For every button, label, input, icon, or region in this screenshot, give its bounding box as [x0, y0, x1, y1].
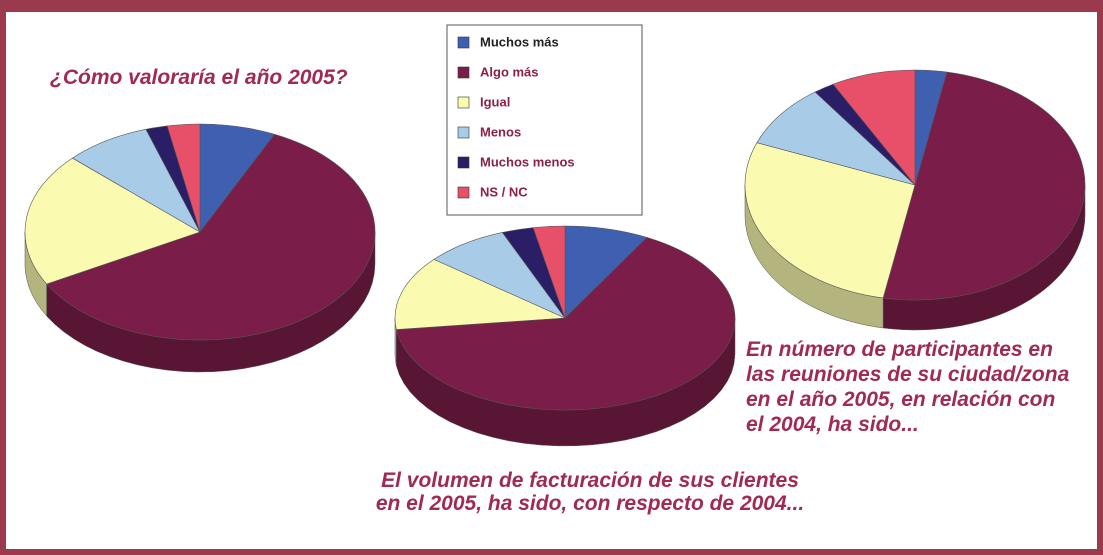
chart-title: las reuniones de su ciudad/zona	[746, 363, 1070, 386]
legend-box	[446, 24, 643, 216]
chart-title: el 2004, ha sido...	[746, 413, 919, 436]
chart-title: en el año 2005, en relación con	[746, 388, 1055, 411]
chart-title: En número de participantes en	[746, 338, 1053, 361]
slice	[166, 123, 201, 233]
legend-swatch	[457, 126, 470, 139]
slice	[532, 225, 566, 319]
slice	[394, 259, 566, 330]
slice	[395, 237, 736, 411]
slice	[756, 91, 916, 186]
legend-swatch	[457, 66, 470, 79]
legend-swatch	[457, 36, 470, 49]
legend-label: Algo más	[480, 64, 539, 79]
legend-label: Igual	[480, 94, 510, 109]
chart-title: en el 2005, ha sido, con respecto de 200…	[376, 492, 804, 515]
slice	[24, 157, 201, 285]
legend-label: NS / NC	[480, 184, 528, 199]
legend-label: Muchos menos	[480, 154, 575, 169]
legend-swatch	[457, 96, 470, 109]
slice	[882, 71, 1086, 301]
slice	[832, 69, 916, 186]
slice	[46, 133, 376, 341]
legend-swatch	[457, 186, 470, 199]
slice	[744, 142, 916, 299]
chart-title: ¿Cómo valoraría el año 2005?	[50, 66, 348, 89]
legend-label: Muchos más	[480, 34, 559, 49]
legend-label: Menos	[480, 124, 521, 139]
chart-title: El volumen de facturación de sus cliente…	[381, 469, 799, 492]
legend-swatch	[457, 156, 470, 169]
